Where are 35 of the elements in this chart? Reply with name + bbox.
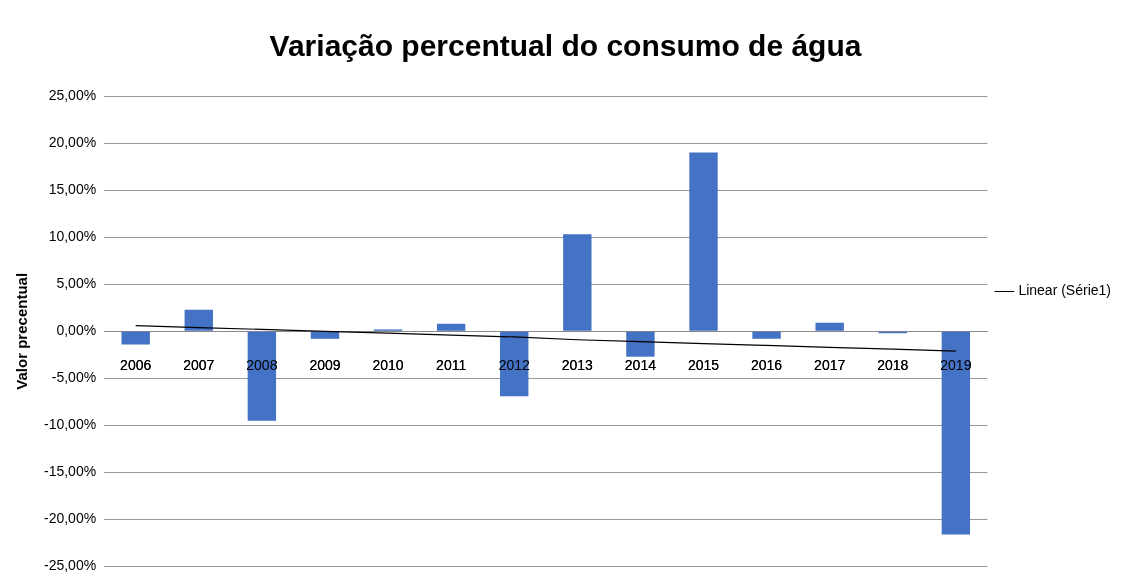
y-tick-label: 0,00% bbox=[56, 322, 97, 339]
x-tick-label: 2014 bbox=[624, 356, 657, 373]
y-tick-label: 10,00% bbox=[48, 228, 97, 245]
y-tick-label: -20,00% bbox=[43, 510, 97, 527]
bar bbox=[689, 152, 718, 331]
legend-label: Linear (Série1) bbox=[1018, 282, 1112, 299]
x-tick-label: 2011 bbox=[436, 356, 467, 373]
x-tick-label: 2017 bbox=[814, 356, 846, 373]
x-tick-label: 2007 bbox=[183, 356, 215, 373]
y-tick-label: -10,00% bbox=[43, 416, 97, 433]
bar bbox=[184, 309, 213, 331]
bar bbox=[941, 331, 971, 535]
chart-title: Variação percentual do consumo de água bbox=[269, 29, 862, 63]
y-tick-label: 5,00% bbox=[56, 275, 97, 292]
y-tick-label: -15,00% bbox=[43, 463, 97, 480]
x-tick-label: 2016 bbox=[751, 356, 783, 373]
bar bbox=[436, 323, 466, 331]
bar bbox=[752, 331, 781, 339]
bar bbox=[310, 331, 340, 339]
y-tick-label: 25,00% bbox=[48, 86, 97, 103]
y-tick-label: 15,00% bbox=[48, 180, 97, 197]
bar bbox=[563, 234, 592, 331]
y-tick-label: -25,00% bbox=[43, 557, 97, 574]
x-tick-label: 2009 bbox=[309, 356, 341, 373]
x-tick-label: 2010 bbox=[372, 356, 404, 373]
x-tick-label: 2013 bbox=[561, 356, 594, 373]
y-tick-label: -5,00% bbox=[51, 369, 97, 386]
bar bbox=[626, 331, 655, 357]
x-tick-label: 2006 bbox=[120, 356, 152, 373]
bar bbox=[121, 331, 150, 345]
x-tick-label: 2015 bbox=[687, 356, 720, 373]
x-tick-label: 2018 bbox=[877, 356, 909, 373]
y-axis-title: Valor precentual bbox=[13, 272, 31, 390]
y-tick-label: 20,00% bbox=[48, 133, 97, 150]
bar bbox=[815, 322, 844, 331]
